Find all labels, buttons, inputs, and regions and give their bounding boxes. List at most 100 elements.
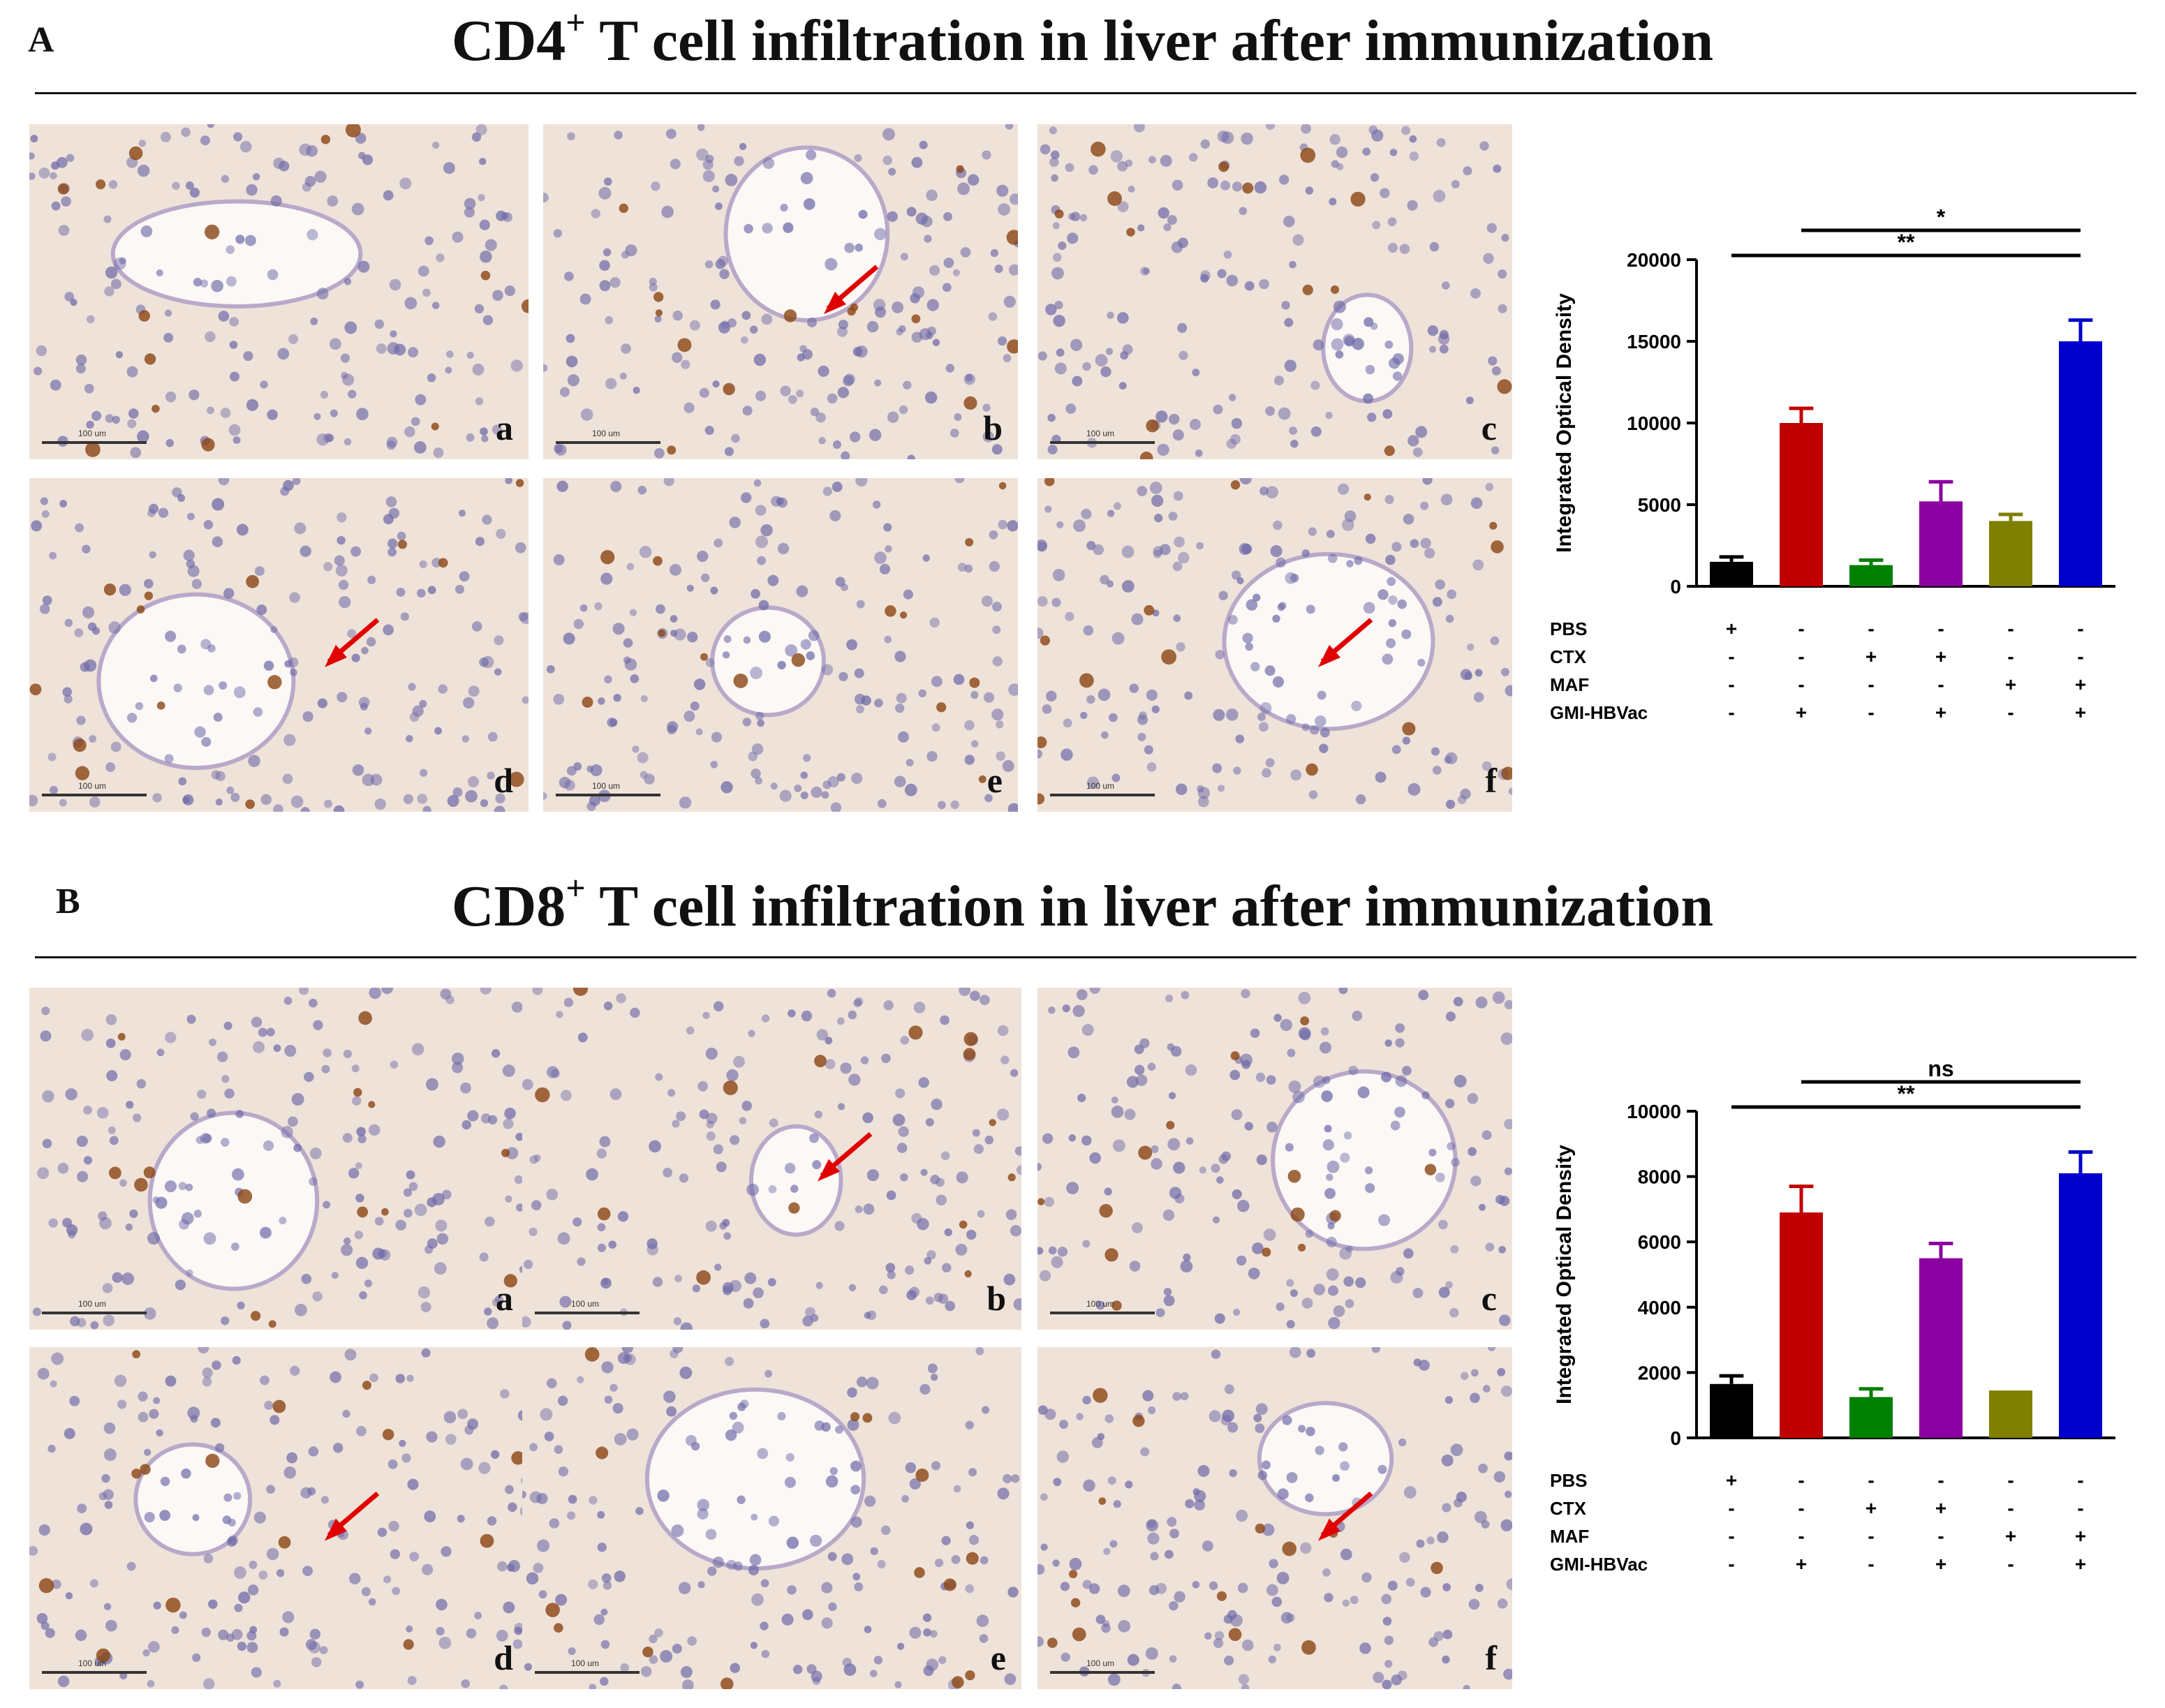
nucleus — [249, 1561, 258, 1569]
bar — [1710, 1383, 1753, 1438]
nucleus — [838, 319, 848, 330]
nucleus — [301, 1274, 312, 1284]
nucleus — [917, 1217, 929, 1231]
nucleus — [743, 636, 751, 644]
nucleus — [1333, 1305, 1345, 1317]
nucleus — [1498, 1314, 1511, 1326]
factor-sign: - — [1798, 618, 1804, 639]
nucleus — [1485, 482, 1494, 491]
nucleus — [202, 1367, 213, 1379]
nucleus — [1324, 1124, 1332, 1133]
nucleus — [1134, 1044, 1144, 1055]
nucleus — [474, 304, 485, 314]
nucleus — [1143, 267, 1151, 275]
nucleus — [1258, 722, 1269, 732]
factor-name: GMI-HBVac — [1550, 1554, 1648, 1575]
nucleus — [660, 1649, 673, 1663]
nucleus — [1217, 131, 1229, 142]
stained-cell — [246, 574, 259, 588]
stained-cell — [1146, 419, 1159, 433]
nucleus — [86, 420, 94, 429]
nucleus — [1214, 1631, 1225, 1641]
nucleus — [1339, 1247, 1352, 1260]
nucleus — [1232, 1189, 1242, 1200]
nucleus — [147, 1679, 155, 1688]
nucleus — [937, 801, 946, 810]
stained-cell — [515, 479, 524, 487]
nucleus — [436, 1626, 445, 1636]
nucleus — [801, 1010, 813, 1022]
nucleus — [80, 1522, 93, 1536]
nucleus — [290, 668, 297, 676]
nucleus — [1287, 1048, 1296, 1057]
nucleus — [531, 1200, 542, 1210]
nucleus — [1037, 627, 1044, 639]
nucleus — [654, 1628, 663, 1638]
nucleus — [888, 168, 896, 176]
nucleus — [220, 408, 231, 418]
stained-cell — [1282, 1541, 1297, 1557]
nucleus — [546, 1189, 559, 1201]
nucleus — [1255, 1403, 1268, 1416]
nucleus — [1315, 715, 1327, 727]
nucleus — [610, 480, 622, 493]
nucleus — [1345, 1245, 1353, 1253]
nucleus — [533, 1562, 544, 1573]
nucleus — [713, 1144, 723, 1154]
nucleus — [355, 1161, 362, 1170]
nucleus — [420, 768, 428, 777]
nucleus — [387, 547, 397, 557]
nucleus — [815, 412, 826, 423]
stained-cell — [783, 309, 797, 322]
nucleus — [751, 768, 761, 779]
nucleus — [1324, 1187, 1336, 1199]
nucleus — [299, 143, 312, 156]
nucleus — [1077, 1093, 1086, 1103]
nucleus — [1253, 593, 1261, 602]
nucleus — [1088, 1583, 1100, 1594]
nucleus — [926, 189, 938, 202]
scale-bar — [556, 441, 660, 444]
nucleus — [1389, 357, 1401, 369]
tissue-texture — [1037, 1347, 1512, 1689]
nucleus — [389, 279, 401, 291]
nucleus — [105, 266, 118, 279]
nucleus — [637, 485, 647, 495]
nucleus — [888, 1411, 901, 1425]
nucleus — [1237, 1199, 1250, 1212]
nucleus — [1178, 551, 1190, 564]
nucleus — [761, 1649, 770, 1658]
nucleus — [609, 1088, 622, 1101]
nucleus — [468, 685, 480, 697]
nucleus — [1213, 1638, 1224, 1649]
nucleus — [663, 1390, 676, 1403]
factor-sign: - — [1798, 1525, 1804, 1547]
nucleus — [1008, 683, 1018, 696]
nucleus — [598, 186, 612, 200]
nucleus — [343, 1049, 353, 1059]
nucleus — [753, 1287, 764, 1299]
nucleus — [1209, 1581, 1218, 1590]
nucleus — [190, 1112, 199, 1121]
nucleus — [113, 257, 126, 270]
nucleus — [957, 182, 970, 195]
nucleus — [231, 1628, 243, 1640]
micrograph-b-e: 100 um e — [522, 1347, 1021, 1689]
nucleus — [558, 1466, 569, 1477]
factor-sign: - — [2077, 1497, 2083, 1519]
nucleus — [739, 142, 747, 151]
nucleus — [1403, 1248, 1414, 1259]
nucleus — [1176, 642, 1185, 652]
nucleus — [1145, 1647, 1158, 1660]
nucleus — [1088, 165, 1098, 175]
nucleus — [343, 1237, 351, 1245]
stained-cell — [963, 1048, 976, 1061]
nucleus — [744, 1272, 757, 1284]
nucleus — [360, 702, 368, 711]
nucleus — [992, 625, 1001, 634]
nucleus — [821, 664, 834, 676]
nucleus — [853, 998, 862, 1007]
nucleus — [822, 780, 832, 789]
nucleus — [1172, 429, 1184, 441]
nucleus — [1286, 1279, 1294, 1287]
